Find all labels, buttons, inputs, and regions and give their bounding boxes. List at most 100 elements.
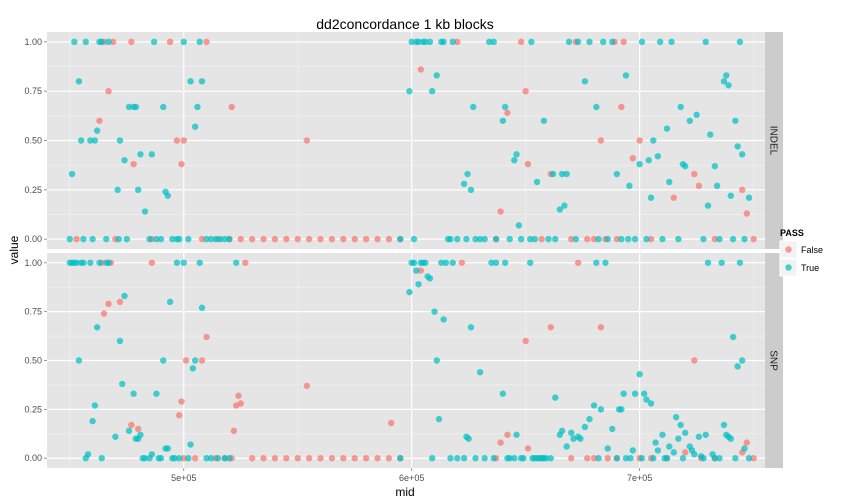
data-point	[362, 455, 370, 462]
data-point	[77, 137, 85, 144]
data-point	[595, 455, 602, 462]
data-point	[695, 182, 703, 190]
data-point	[96, 259, 103, 266]
legend-marker	[785, 246, 792, 253]
data-point	[410, 235, 418, 243]
y-tick-label: 0.00	[24, 234, 42, 244]
data-point	[141, 208, 149, 215]
data-point	[743, 439, 750, 446]
data-point	[317, 455, 324, 462]
data-point	[750, 235, 757, 243]
data-point	[695, 433, 703, 440]
data-point	[112, 433, 119, 440]
data-point	[677, 103, 684, 111]
data-point	[716, 455, 723, 462]
legend-item-true: True	[779, 258, 819, 277]
data-point	[180, 259, 187, 266]
data-point	[691, 170, 698, 178]
data-point	[552, 394, 559, 401]
data-point	[203, 333, 210, 341]
data-point	[235, 392, 242, 399]
data-point	[552, 235, 559, 243]
data-point	[109, 38, 117, 46]
data-point	[513, 151, 520, 158]
data-point	[173, 137, 181, 144]
chart-title: dd2concordance 1 kb blocks	[316, 16, 493, 32]
data-point	[134, 186, 142, 194]
series-true	[66, 38, 753, 243]
data-point	[702, 431, 709, 438]
data-point	[707, 131, 714, 138]
data-point	[618, 235, 625, 243]
data-point	[672, 413, 680, 421]
data-point	[130, 390, 137, 397]
data-point	[597, 137, 605, 144]
data-point	[739, 151, 746, 158]
data-point	[464, 170, 471, 178]
data-point	[511, 455, 518, 462]
y-tick-label: 0.00	[24, 453, 42, 463]
data-point	[517, 235, 525, 243]
y-tick-label: 0.25	[24, 404, 42, 414]
data-point	[729, 235, 737, 243]
data-point	[497, 208, 504, 215]
data-point	[454, 455, 461, 462]
data-point	[597, 406, 605, 413]
data-point	[203, 455, 210, 462]
data-point	[736, 38, 744, 46]
data-point	[406, 288, 413, 296]
data-point	[305, 235, 313, 243]
data-point	[141, 455, 149, 462]
data-point	[597, 324, 605, 331]
data-point	[574, 38, 582, 46]
data-point	[128, 38, 135, 46]
data-point	[294, 455, 301, 462]
legend-title: PASS	[780, 228, 804, 238]
data-point	[203, 38, 210, 46]
data-point	[429, 87, 436, 95]
data-point	[663, 125, 671, 132]
facet-panel-snp: 0.00 0.25 0.50 0.75 1.00 SNP	[24, 253, 783, 468]
data-point	[148, 451, 156, 458]
data-point	[89, 235, 96, 243]
data-point	[406, 87, 413, 95]
data-point	[438, 259, 445, 266]
data-point	[242, 259, 249, 266]
data-point	[725, 82, 732, 89]
data-point	[98, 38, 105, 46]
data-point	[340, 455, 347, 462]
data-point	[670, 449, 678, 456]
data-point	[203, 235, 210, 243]
data-point	[198, 235, 206, 243]
data-point	[488, 259, 495, 266]
data-point	[586, 38, 593, 46]
data-point	[743, 210, 750, 217]
data-point	[581, 78, 589, 85]
data-point	[590, 455, 598, 462]
data-point	[540, 117, 548, 124]
x-tick-label: 7e+05	[627, 473, 652, 483]
data-point	[527, 259, 534, 266]
data-point	[187, 78, 194, 85]
data-point	[638, 38, 646, 46]
data-point	[98, 455, 105, 462]
data-point	[727, 192, 735, 199]
data-point	[408, 38, 415, 46]
data-point	[75, 78, 83, 85]
data-point	[283, 455, 290, 462]
data-point	[538, 235, 545, 243]
data-point	[734, 143, 741, 150]
data-point	[454, 235, 461, 243]
data-point	[645, 157, 652, 164]
data-point	[654, 153, 662, 160]
data-point	[89, 417, 96, 425]
data-point	[711, 235, 719, 243]
data-point	[417, 267, 425, 274]
data-point	[164, 445, 172, 452]
data-point	[659, 235, 666, 243]
data-point	[317, 235, 324, 243]
data-point	[497, 439, 504, 446]
data-point	[506, 235, 513, 243]
data-point	[584, 235, 591, 243]
